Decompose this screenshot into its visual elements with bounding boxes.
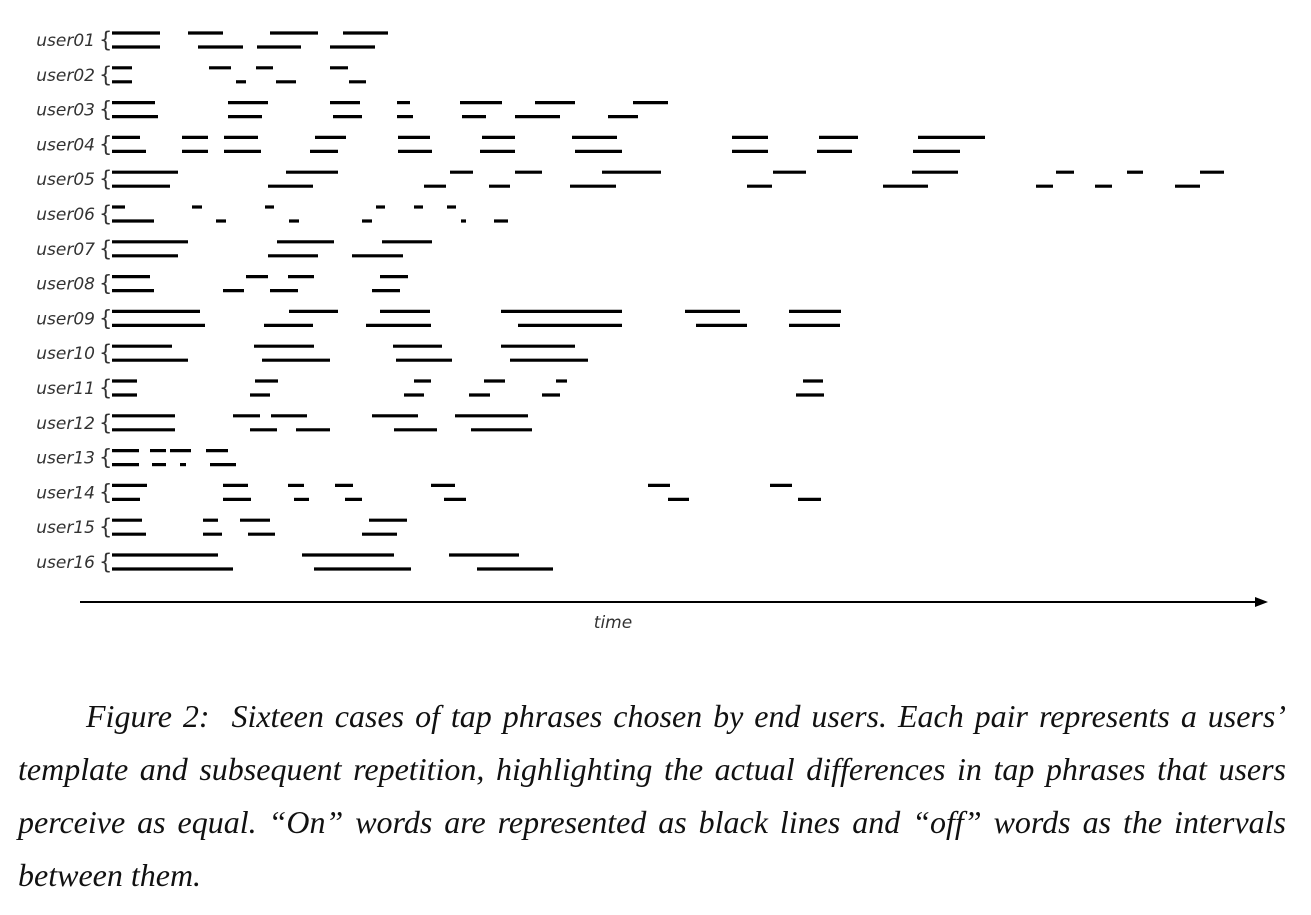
- user-label: user05: [36, 170, 95, 190]
- user-label: user10: [36, 344, 95, 364]
- user-label: user13: [36, 449, 95, 469]
- user-row: user04{: [36, 132, 985, 156]
- user-row: user15{: [36, 515, 407, 539]
- user-label: user09: [36, 309, 95, 329]
- user-row: user13{: [36, 446, 236, 470]
- user-label: user03: [36, 101, 95, 121]
- figure-caption: Figure 2: Sixteen cases of tap phrases c…: [18, 690, 1286, 902]
- user-row: user16{: [36, 550, 553, 574]
- caption-text: Sixteen cases of tap phrases chosen by e…: [18, 698, 1287, 893]
- user-label: user01: [36, 31, 95, 51]
- pair-brace: {: [99, 132, 112, 156]
- user-row: user02{: [36, 63, 366, 87]
- user-row: user03{: [36, 98, 668, 122]
- pair-brace: {: [99, 376, 112, 400]
- user-row: user09{: [36, 306, 841, 330]
- user-row: user06{: [36, 202, 508, 226]
- user-label: user16: [36, 553, 95, 573]
- user-row: user11{: [36, 376, 824, 400]
- time-axis-arrowhead: [1255, 597, 1268, 607]
- user-label: user14: [36, 483, 95, 503]
- user-row: user05{: [36, 167, 1224, 191]
- user-label: user15: [36, 518, 95, 538]
- user-row: user10{: [36, 341, 588, 365]
- user-label: user11: [36, 379, 95, 399]
- tap-phrase-figure: user01 {user02 {user03 {user04 {user05 {user0…: [36, 28, 1268, 633]
- pair-brace: {: [99, 411, 112, 435]
- pair-brace: {: [99, 341, 112, 365]
- pair-brace: {: [99, 272, 112, 296]
- user-row: user01{: [36, 28, 388, 52]
- pair-brace: {: [99, 167, 112, 191]
- pair-brace: {: [99, 237, 112, 261]
- user-label: user08: [36, 275, 95, 295]
- pair-brace: {: [99, 515, 112, 539]
- user-label: user12: [36, 414, 95, 434]
- time-axis-label: time: [594, 613, 632, 633]
- user-row: user14{: [36, 480, 821, 504]
- pair-brace: {: [99, 306, 112, 330]
- pair-brace: {: [99, 98, 112, 122]
- pair-brace: {: [99, 550, 112, 574]
- user-row: user08{: [36, 272, 408, 296]
- caption-prefix: Figure 2:: [86, 698, 210, 734]
- pair-brace: {: [99, 202, 112, 226]
- pair-brace: {: [99, 28, 112, 52]
- user-label: user04: [36, 135, 95, 155]
- user-row: user07{: [36, 237, 432, 261]
- user-label: user07: [36, 240, 95, 260]
- pair-brace: {: [99, 446, 112, 470]
- pair-brace: {: [99, 480, 112, 504]
- user-label: user02: [36, 66, 95, 86]
- pair-brace: {: [99, 63, 112, 87]
- user-label: user06: [36, 205, 95, 225]
- user-row: user12{: [36, 411, 532, 435]
